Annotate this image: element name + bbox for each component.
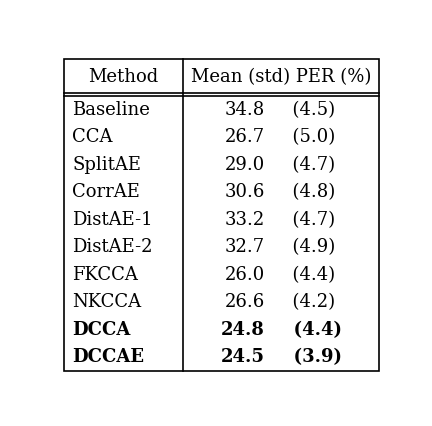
Text: 32.7: 32.7 [225,238,265,256]
Text: DistAE-1: DistAE-1 [73,210,153,229]
Text: CorrAE: CorrAE [73,183,140,201]
Text: 30.6: 30.6 [225,183,265,201]
Text: 26.0: 26.0 [225,266,265,284]
Text: (4.4): (4.4) [281,266,335,284]
Text: DCCA: DCCA [73,321,131,339]
Text: (4.8): (4.8) [281,183,335,201]
Text: 24.8: 24.8 [221,321,265,339]
Text: 33.2: 33.2 [225,210,265,229]
Text: CCA: CCA [73,128,113,146]
Text: (4.2): (4.2) [281,293,335,311]
Text: DistAE-2: DistAE-2 [73,238,153,256]
Text: 26.6: 26.6 [225,293,265,311]
Text: 29.0: 29.0 [225,155,265,174]
Text: (5.0): (5.0) [281,128,335,146]
Text: Baseline: Baseline [73,101,150,118]
Text: NKCCA: NKCCA [73,293,142,311]
Text: (4.4): (4.4) [281,321,342,339]
Text: DCCAE: DCCAE [73,348,144,366]
Text: (4.7): (4.7) [281,210,335,229]
Text: (4.5): (4.5) [281,101,335,118]
Text: Mean (std) PER (%): Mean (std) PER (%) [191,68,371,86]
Text: FKCCA: FKCCA [73,266,138,284]
Text: SplitAE: SplitAE [73,155,141,174]
Text: Method: Method [89,68,159,86]
Text: 24.5: 24.5 [221,348,265,366]
Text: (4.7): (4.7) [281,155,335,174]
Text: (4.9): (4.9) [281,238,335,256]
Text: 26.7: 26.7 [225,128,265,146]
Text: 34.8: 34.8 [225,101,265,118]
Text: (3.9): (3.9) [281,348,342,366]
